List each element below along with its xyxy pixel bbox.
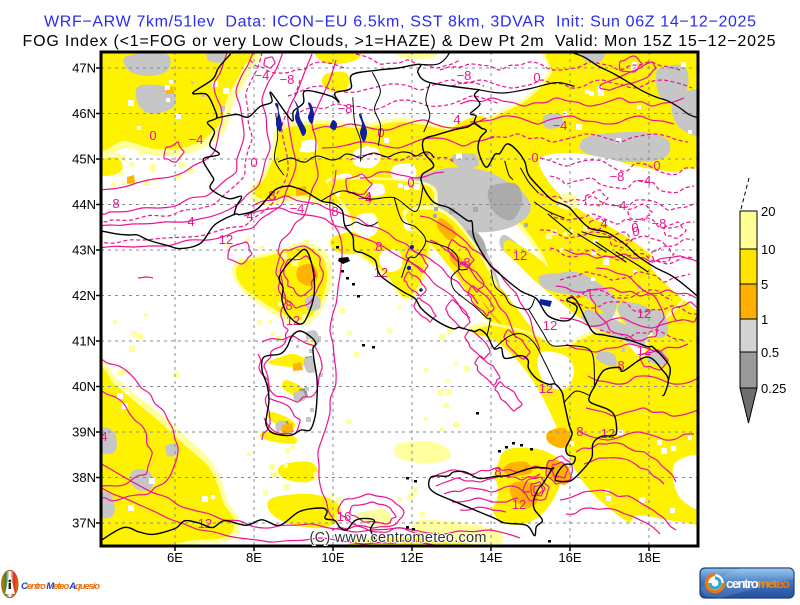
svg-text:8: 8 [285,298,292,313]
svg-text:43N: 43N [72,243,96,258]
svg-text:−4: −4 [637,173,652,188]
svg-text:0: 0 [250,155,257,170]
svg-text:−4: −4 [290,201,305,216]
svg-text:4: 4 [100,429,107,444]
svg-text:8: 8 [268,188,275,203]
svg-text:20: 20 [761,204,775,219]
svg-text:12: 12 [543,318,557,333]
svg-text:8E: 8E [246,550,262,565]
svg-text:38N: 38N [72,470,96,485]
svg-text:4: 4 [246,208,253,223]
svg-text:Centro Meteo Aquesio: Centro Meteo Aquesio [21,581,100,592]
svg-text:WRF−ARW 7km/51lev Data: ICON−: WRF−ARW 7km/51lev Data: ICON−EU 6.5km, S… [44,14,756,31]
svg-text:−4: −4 [189,132,204,147]
svg-text:0.5: 0.5 [761,345,779,360]
svg-text:8: 8 [494,464,501,479]
svg-text:0: 0 [407,175,414,190]
svg-text:44N: 44N [72,197,96,212]
svg-text:0.25: 0.25 [761,381,786,396]
svg-text:(C) www.centrometeo.com: (C) www.centrometeo.com [310,530,487,546]
svg-text:12: 12 [637,306,651,321]
svg-text:−4: −4 [255,68,270,83]
svg-text:4: 4 [187,214,194,229]
svg-text:−8: −8 [610,169,625,184]
svg-text:10: 10 [761,242,775,257]
svg-text:0: 0 [377,125,384,140]
svg-text:centrometeo: centrometeo [726,576,790,591]
svg-text:−8: −8 [338,101,353,116]
svg-text:40N: 40N [72,379,96,394]
svg-text:8: 8 [112,196,119,211]
svg-text:37N: 37N [72,516,96,531]
svg-text:10E: 10E [321,550,344,565]
svg-text:−8: −8 [652,216,667,231]
svg-text:18E: 18E [637,550,660,565]
svg-text:46N: 46N [72,106,96,121]
svg-text:8: 8 [576,424,583,439]
svg-text:12: 12 [512,497,526,512]
svg-text:4: 4 [364,189,371,204]
svg-text:−8: −8 [280,72,295,87]
svg-text:12: 12 [601,426,615,441]
svg-text:8: 8 [331,204,338,219]
svg-text:0: 0 [631,220,638,235]
svg-text:12: 12 [219,232,233,247]
svg-text:16: 16 [337,509,351,524]
svg-text:0: 0 [531,150,538,165]
svg-text:−8: −8 [457,68,472,83]
svg-text:0: 0 [149,128,156,143]
svg-text:0: 0 [632,224,639,239]
svg-text:42N: 42N [72,288,96,303]
svg-text:5: 5 [761,277,768,292]
svg-text:1: 1 [761,312,768,327]
svg-text:4: 4 [600,216,607,231]
svg-text:0: 0 [533,70,540,85]
svg-text:6E: 6E [167,550,183,565]
svg-text:16E: 16E [558,550,581,565]
svg-text:8: 8 [375,239,382,254]
svg-text:−4: −4 [612,198,627,213]
svg-text:45N: 45N [72,152,96,167]
svg-text:39N: 39N [72,425,96,440]
svg-text:−4: −4 [553,118,568,133]
svg-text:12: 12 [374,265,388,280]
svg-text:0: 0 [653,158,660,173]
svg-text:12: 12 [513,248,527,263]
svg-text:12E: 12E [400,550,423,565]
svg-text:8: 8 [617,358,624,373]
svg-text:4: 4 [453,112,460,127]
svg-text:8: 8 [463,255,470,270]
svg-text:47N: 47N [72,61,96,76]
svg-text:41N: 41N [72,334,96,349]
svg-text:FOG Index (<1=FOG or very Low: FOG Index (<1=FOG or very Low Clouds, >1… [23,33,776,50]
svg-text:14E: 14E [479,550,502,565]
